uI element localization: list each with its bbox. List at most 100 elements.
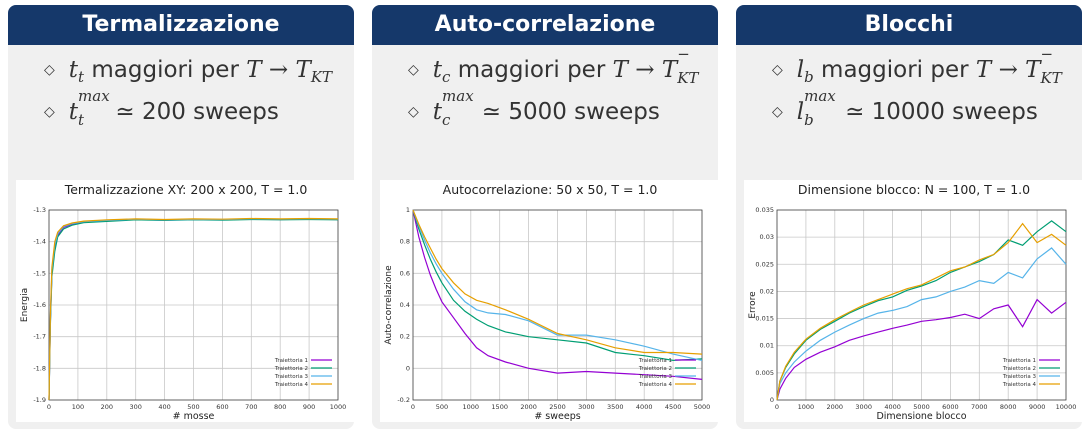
- y-tick-label: 0: [770, 396, 774, 404]
- y-tick-label: -0.2: [397, 396, 410, 404]
- x-tick-label: 7000: [971, 403, 988, 411]
- chart-title: Autocorrelazione: 50 x 50, T = 1.0: [443, 182, 658, 197]
- x-tick-label: 500: [187, 403, 199, 411]
- x-tick-label: 1000: [330, 403, 347, 411]
- x-tick-label: 4500: [665, 403, 682, 411]
- x-tick-label: 0: [411, 403, 415, 411]
- x-tick-label: 3500: [607, 403, 624, 411]
- y-tick-label: 0.03: [760, 233, 774, 241]
- series-line-3: [776, 247, 1067, 401]
- series-line-1: [412, 209, 703, 380]
- x-tick-label: 4000: [636, 403, 653, 411]
- series-line-4: [412, 209, 703, 355]
- x-tick-label: 10000: [1056, 403, 1077, 411]
- x-axis-label: # sweeps: [534, 411, 580, 422]
- x-tick-label: 2000: [520, 403, 537, 411]
- series-line-4: [48, 217, 339, 401]
- x-tick-label: 2000: [827, 403, 844, 411]
- legend-label: Traiettoria 4: [1002, 382, 1037, 388]
- y-axis-label: Errore: [748, 291, 758, 319]
- panel-autocorrelazione: Auto-correlazione ◇ tc maggiori per T → T…: [372, 5, 720, 429]
- x-tick-label: 5000: [913, 403, 930, 411]
- diamond-bullet-icon: ◇: [408, 104, 419, 120]
- x-tick-label: 9000: [1029, 403, 1046, 411]
- diamond-bullet-icon: ◇: [772, 62, 783, 78]
- x-tick-label: 600: [216, 403, 228, 411]
- plot-frame: [412, 209, 703, 401]
- chart-autocorrelazione: Autocorrelazione: 50 x 50, T = 1.0 0 500 10…: [380, 180, 720, 422]
- x-tick-label: 0: [47, 403, 51, 411]
- y-tick-label: 0.6: [400, 269, 410, 277]
- x-tick-label: 1500: [491, 403, 508, 411]
- plot-frame: [48, 209, 339, 401]
- panel-header: Auto-correlazione: [372, 5, 718, 45]
- legend-label: Traiettoria 3: [638, 374, 673, 380]
- y-tick-label: -1.6: [33, 301, 46, 309]
- y-tick-label: -1.8: [33, 364, 46, 372]
- bullet-1: ◇ lb maggiori per T → T − KT: [772, 45, 1062, 87]
- x-tick-label: 0: [775, 403, 779, 411]
- y-axis-label: Energia: [20, 288, 30, 322]
- y-tick-label: -1.3: [33, 206, 46, 214]
- x-tick-label: 800: [274, 403, 286, 411]
- x-tick-label: 1000: [463, 403, 480, 411]
- y-tick-label: -1.7: [33, 333, 46, 341]
- bullet-1: ◇ tc maggiori per T → T − KT: [408, 45, 699, 87]
- chart-blocchi: Dimensione blocco: N = 100, T = 1.0 0 1000…: [744, 180, 1084, 422]
- x-tick-label: 2500: [549, 403, 566, 411]
- chart-title: Termalizzazione XY: 200 x 200, T = 1.0: [64, 182, 308, 197]
- y-tick-label: 0: [406, 364, 410, 372]
- x-tick-label: 3000: [578, 403, 595, 411]
- y-tick-label: 0.005: [755, 369, 774, 377]
- y-tick-label: -1.5: [33, 269, 46, 277]
- y-tick-label: 0.01: [760, 342, 774, 350]
- series-line-3: [412, 209, 703, 361]
- y-tick-label: 0.025: [755, 260, 774, 268]
- diamond-bullet-icon: ◇: [44, 62, 55, 78]
- legend-label: Traiettoria 4: [638, 382, 673, 388]
- y-tick-label: -1.9: [33, 396, 46, 404]
- series-line-1: [776, 298, 1067, 401]
- y-axis-label: Auto-correlazione: [384, 265, 394, 345]
- legend-label: Traiettoria 3: [1002, 374, 1037, 380]
- legend-label: Traiettoria 1: [1002, 358, 1036, 364]
- diamond-bullet-icon: ◇: [772, 104, 783, 120]
- x-axis-label: # mosse: [173, 411, 215, 422]
- x-tick-label: 300: [129, 403, 141, 411]
- plot-frame: [776, 209, 1067, 401]
- bullet-2: ◇ t max c ≃ 5000 sweeps: [408, 87, 660, 129]
- series-line-4: [776, 222, 1067, 401]
- x-tick-label: 900: [303, 403, 315, 411]
- bullet-2: ◇ l max b ≃ 10000 sweeps: [772, 87, 1038, 129]
- y-tick-label: 0.02: [760, 287, 774, 295]
- x-tick-label: 4000: [884, 403, 901, 411]
- x-tick-label: 8000: [1000, 403, 1017, 411]
- x-tick-label: 100: [72, 403, 84, 411]
- series-line-2: [412, 209, 703, 362]
- y-tick-label: 0.4: [400, 301, 410, 309]
- legend-label: Traiettoria 2: [1002, 366, 1036, 372]
- diamond-bullet-icon: ◇: [44, 104, 55, 120]
- bullet-1: ◇ tt maggiori per T → TKT: [44, 57, 333, 86]
- x-tick-label: 700: [245, 403, 257, 411]
- panel-header: Blocchi: [736, 5, 1082, 45]
- panel-header: Termalizzazione: [8, 5, 354, 45]
- x-tick-label: 200: [101, 403, 113, 411]
- legend-label: Traiettoria 1: [274, 358, 308, 364]
- chart-termalizzazione: Termalizzazione XY: 200 x 200, T = 1.0 0 1…: [16, 180, 356, 422]
- panel-blocchi: Blocchi ◇ lb maggiori per T → T − KT ◇ l max b…: [736, 5, 1084, 429]
- y-tick-label: 0.2: [400, 333, 410, 341]
- y-tick-label: 0.035: [755, 206, 774, 214]
- y-tick-label: -1.4: [33, 238, 46, 246]
- x-tick-label: 3000: [855, 403, 872, 411]
- series-line-2: [776, 220, 1067, 401]
- legend-label: Traiettoria 3: [274, 374, 309, 380]
- bullet-2: ◇ t max t ≃ 200 sweeps: [44, 87, 279, 129]
- legend-label: Traiettoria 4: [274, 382, 309, 388]
- x-tick-label: 500: [436, 403, 448, 411]
- x-tick-label: 400: [158, 403, 170, 411]
- x-tick-label: 1000: [798, 403, 815, 411]
- panel-termalizzazione: Termalizzazione ◇ tt maggiori per T → TKT…: [8, 5, 356, 429]
- y-tick-label: 0.8: [400, 238, 410, 246]
- x-axis-label: Dimensione blocco: [876, 411, 966, 422]
